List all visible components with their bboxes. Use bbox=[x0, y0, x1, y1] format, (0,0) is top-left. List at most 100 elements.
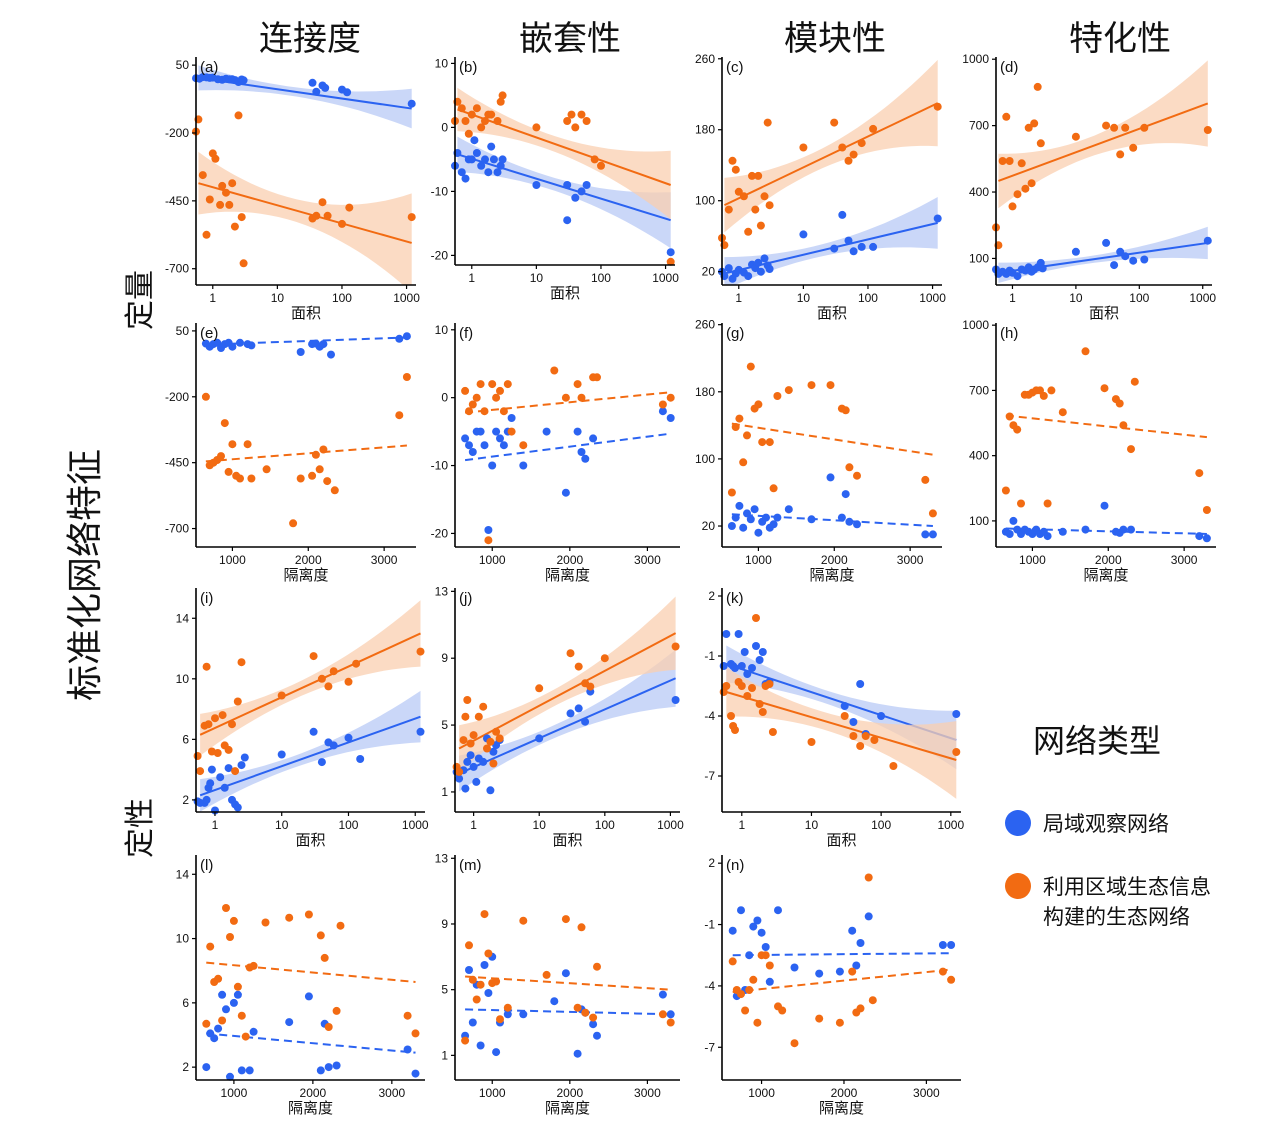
point-orange bbox=[1047, 386, 1056, 395]
x-tick-label: 2000 bbox=[831, 1086, 858, 1100]
point-blue bbox=[403, 1045, 412, 1054]
point-blue bbox=[1202, 534, 1211, 543]
point-orange bbox=[561, 393, 570, 402]
panel-n: 2 -1 -4 -7 1000 2000 3000 隔离度 (n) bbox=[704, 855, 961, 1117]
point-blue bbox=[815, 969, 824, 978]
point-blue bbox=[762, 513, 770, 522]
point-blue bbox=[216, 773, 225, 782]
panel-label: (j) bbox=[459, 590, 472, 607]
point-orange bbox=[202, 1019, 211, 1028]
x-axis-label: 隔离度 bbox=[819, 1099, 864, 1117]
trend-line-orange bbox=[465, 975, 671, 991]
y-tick-label: -10 bbox=[431, 459, 449, 473]
point-orange bbox=[499, 407, 508, 416]
point-blue bbox=[356, 755, 365, 763]
y-tick-label: -20 bbox=[431, 248, 449, 262]
point-orange bbox=[1039, 391, 1048, 400]
point-blue bbox=[734, 630, 743, 638]
confidence-band-blue bbox=[724, 197, 938, 285]
point-orange bbox=[737, 990, 745, 999]
x-tick-label: 1 bbox=[468, 271, 475, 285]
point-blue bbox=[724, 264, 733, 273]
confidence-band-orange bbox=[726, 667, 957, 799]
trend-line-blue bbox=[465, 1008, 671, 1016]
point-blue bbox=[455, 774, 464, 783]
x-tick-label: 100 bbox=[871, 818, 891, 832]
point-orange bbox=[938, 967, 947, 976]
point-blue bbox=[1005, 530, 1014, 538]
point-orange bbox=[724, 205, 733, 214]
point-orange bbox=[503, 1003, 512, 1012]
point-blue bbox=[748, 664, 756, 672]
x-axis-label: 面积 bbox=[295, 831, 325, 849]
point-blue bbox=[731, 513, 740, 522]
point-orange bbox=[498, 91, 507, 100]
x-tick-label: 2000 bbox=[1095, 553, 1122, 567]
x-tick-label: 1000 bbox=[748, 1086, 775, 1100]
point-orange bbox=[465, 941, 473, 950]
point-orange bbox=[1005, 157, 1014, 165]
point-blue bbox=[593, 1031, 601, 1040]
point-blue bbox=[550, 997, 559, 1006]
point-orange bbox=[315, 465, 324, 474]
point-orange bbox=[220, 419, 229, 428]
y-tick-label: -200 bbox=[165, 390, 189, 404]
panel-k: 2 -1 -4 -7 1 10 100 1000 面积 (k) bbox=[704, 588, 964, 849]
x-tick-label: 100 bbox=[1129, 291, 1149, 305]
point-blue bbox=[743, 509, 751, 518]
point-blue bbox=[1058, 527, 1067, 536]
y-tick-label: -1 bbox=[704, 918, 715, 932]
point-blue bbox=[765, 977, 774, 986]
point-orange bbox=[476, 380, 485, 389]
point-blue bbox=[727, 522, 736, 530]
point-blue bbox=[206, 779, 215, 788]
legend-marker-regional-network bbox=[1005, 873, 1031, 899]
panel-label: (e) bbox=[200, 325, 218, 342]
point-orange bbox=[731, 165, 740, 174]
point-orange bbox=[211, 154, 220, 163]
point-orange bbox=[790, 1039, 799, 1048]
point-blue bbox=[740, 648, 749, 656]
x-tick-label: 3000 bbox=[634, 553, 661, 567]
point-blue bbox=[765, 265, 774, 273]
y-tick-label: -700 bbox=[165, 262, 189, 276]
point-orange bbox=[658, 1010, 667, 1019]
point-orange bbox=[455, 767, 464, 776]
point-orange bbox=[1127, 445, 1135, 454]
trend-line-orange bbox=[726, 691, 957, 761]
row-group-qualitative: 定性 bbox=[123, 798, 158, 858]
point-blue bbox=[658, 990, 667, 999]
point-blue bbox=[332, 1061, 341, 1070]
point-blue bbox=[752, 642, 760, 650]
point-orange bbox=[468, 975, 477, 984]
confidence-band-orange bbox=[459, 596, 676, 772]
point-orange bbox=[228, 179, 237, 188]
point-blue bbox=[731, 664, 739, 672]
point-orange bbox=[754, 400, 763, 409]
x-tick-label: 10 bbox=[275, 818, 289, 832]
y-tick-label: -700 bbox=[165, 522, 189, 536]
column-header-connectance: 连接度 bbox=[259, 19, 361, 59]
point-blue bbox=[476, 427, 485, 436]
point-orange bbox=[234, 111, 243, 120]
point-orange bbox=[760, 192, 769, 201]
point-orange bbox=[532, 123, 541, 132]
point-orange bbox=[778, 1006, 787, 1015]
point-blue bbox=[581, 717, 590, 726]
point-orange bbox=[1021, 184, 1030, 193]
point-blue bbox=[938, 941, 947, 949]
point-blue bbox=[224, 764, 233, 773]
point-orange bbox=[848, 967, 857, 976]
y-tick-label: 2 bbox=[708, 856, 715, 870]
x-tick-label: 1000 bbox=[479, 553, 506, 567]
point-orange bbox=[1130, 377, 1139, 386]
point-blue bbox=[249, 1027, 258, 1036]
point-orange bbox=[304, 910, 313, 919]
confidence-band-orange bbox=[198, 151, 412, 285]
point-blue bbox=[666, 248, 675, 257]
trend-line-orange bbox=[732, 968, 952, 994]
x-tick-label: 2000 bbox=[821, 553, 848, 567]
point-orange bbox=[535, 684, 544, 693]
point-orange bbox=[1008, 202, 1017, 211]
